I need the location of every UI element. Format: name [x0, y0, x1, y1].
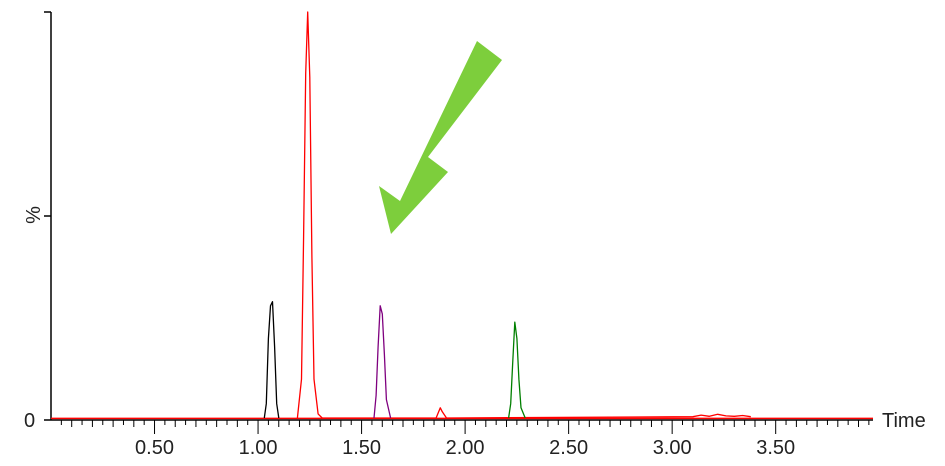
- axes-layer: 0 % Time: [23, 11, 926, 432]
- x-ticks-layer: 0.50 1.00 1.50 2.00 2.50 3.00 3.50: [60, 420, 870, 459]
- x-tick-label: 2.50: [549, 437, 588, 459]
- x-tick-label: 2.00: [446, 437, 485, 459]
- trace-1: [296, 11, 751, 419]
- trace-0: [263, 301, 280, 419]
- trace-3: [507, 321, 526, 419]
- overlay-layer: [379, 41, 502, 234]
- x-tick-label: 3.00: [653, 437, 692, 459]
- y-axis-label: %: [23, 206, 45, 224]
- x-tick-label: 1.50: [342, 437, 381, 459]
- x-axis-label: Time: [882, 410, 926, 432]
- x-tick-label: 3.50: [756, 437, 795, 459]
- y-axis-label-zero: 0: [24, 410, 35, 432]
- series-layer: [51, 11, 873, 420]
- x-tick-label: 1.00: [239, 437, 278, 459]
- x-tick-label: 0.50: [135, 437, 174, 459]
- down-left-arrow-icon: [379, 41, 502, 234]
- trace-2: [373, 305, 392, 419]
